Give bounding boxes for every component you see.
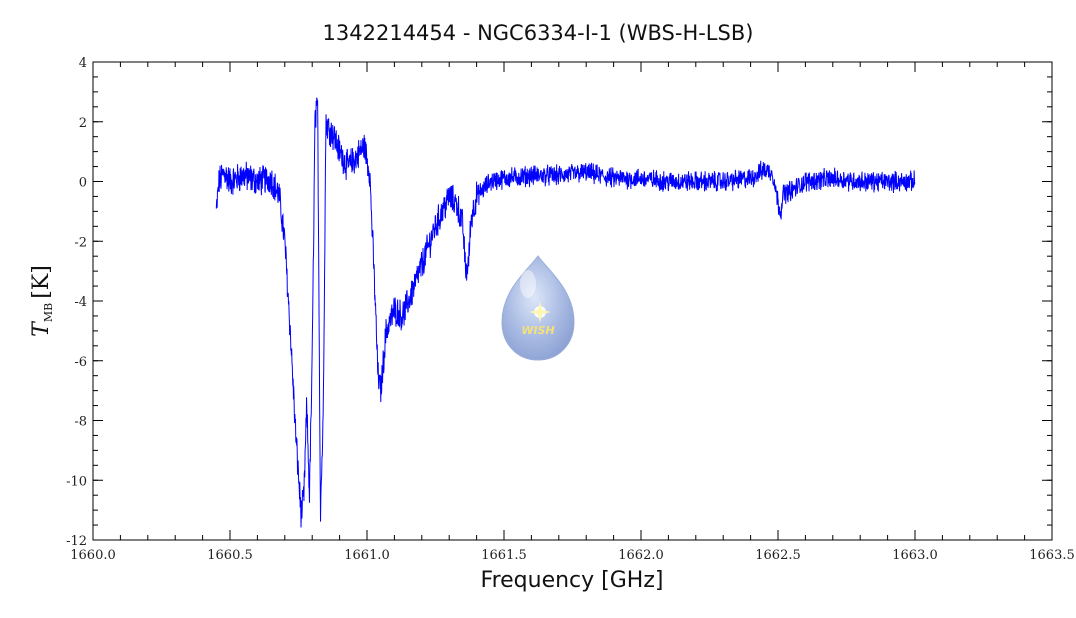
star-icon (529, 301, 551, 323)
x-tick-label: 1662.5 (755, 548, 801, 563)
y-tick-label: -6 (74, 355, 87, 370)
y-tick-label: 0 (79, 176, 87, 191)
x-axis-label-group: Frequency [GHz] (481, 568, 664, 593)
x-tick-label: 1663.0 (892, 548, 938, 563)
axis-tick-labels: 1660.0 1660.5 1661.0 1661.5 1662.0 1662.5 1663… (66, 56, 1075, 563)
y-tick-label: -4 (74, 295, 87, 310)
x-tick-label: 1661.0 (344, 548, 390, 563)
x-tick-label: 1661.5 (481, 548, 527, 563)
chart-title: 1342214454 - NGC6334-I-1 (WBS-H-LSB) (323, 21, 754, 45)
y-tick-label: 2 (79, 116, 87, 131)
axis-ticks (92, 61, 1053, 541)
x-tick-label: 1663.5 (1029, 548, 1075, 563)
y-axis-subscript: MB (42, 303, 55, 322)
x-axis-label: Frequency [GHz] (481, 568, 664, 593)
plot-frame (92, 61, 1053, 541)
spectrum-line (215, 97, 916, 528)
y-tick-label: -2 (74, 235, 87, 250)
y-tick-label: -8 (74, 415, 87, 430)
x-tick-label: 1660.0 (70, 548, 116, 563)
y-axis-label: TMB [K] (29, 265, 55, 337)
y-tick-label: 4 (79, 56, 87, 71)
y-tick-label: -10 (66, 474, 87, 489)
y-axis-symbol: T (29, 320, 54, 337)
x-tick-label: 1662.0 (618, 548, 664, 563)
y-axis-unit: [K] (29, 265, 54, 299)
y-tick-label: -12 (66, 534, 87, 549)
wish-logo: WISH (501, 255, 575, 361)
wish-logo-text: WISH (521, 324, 554, 337)
x-tick-label: 1660.5 (207, 548, 253, 563)
plot-area: 1660.0 1660.5 1661.0 1661.5 1662.0 1662.5 1663… (66, 56, 1075, 563)
y-axis-label-group: TMB [K] (29, 265, 55, 337)
